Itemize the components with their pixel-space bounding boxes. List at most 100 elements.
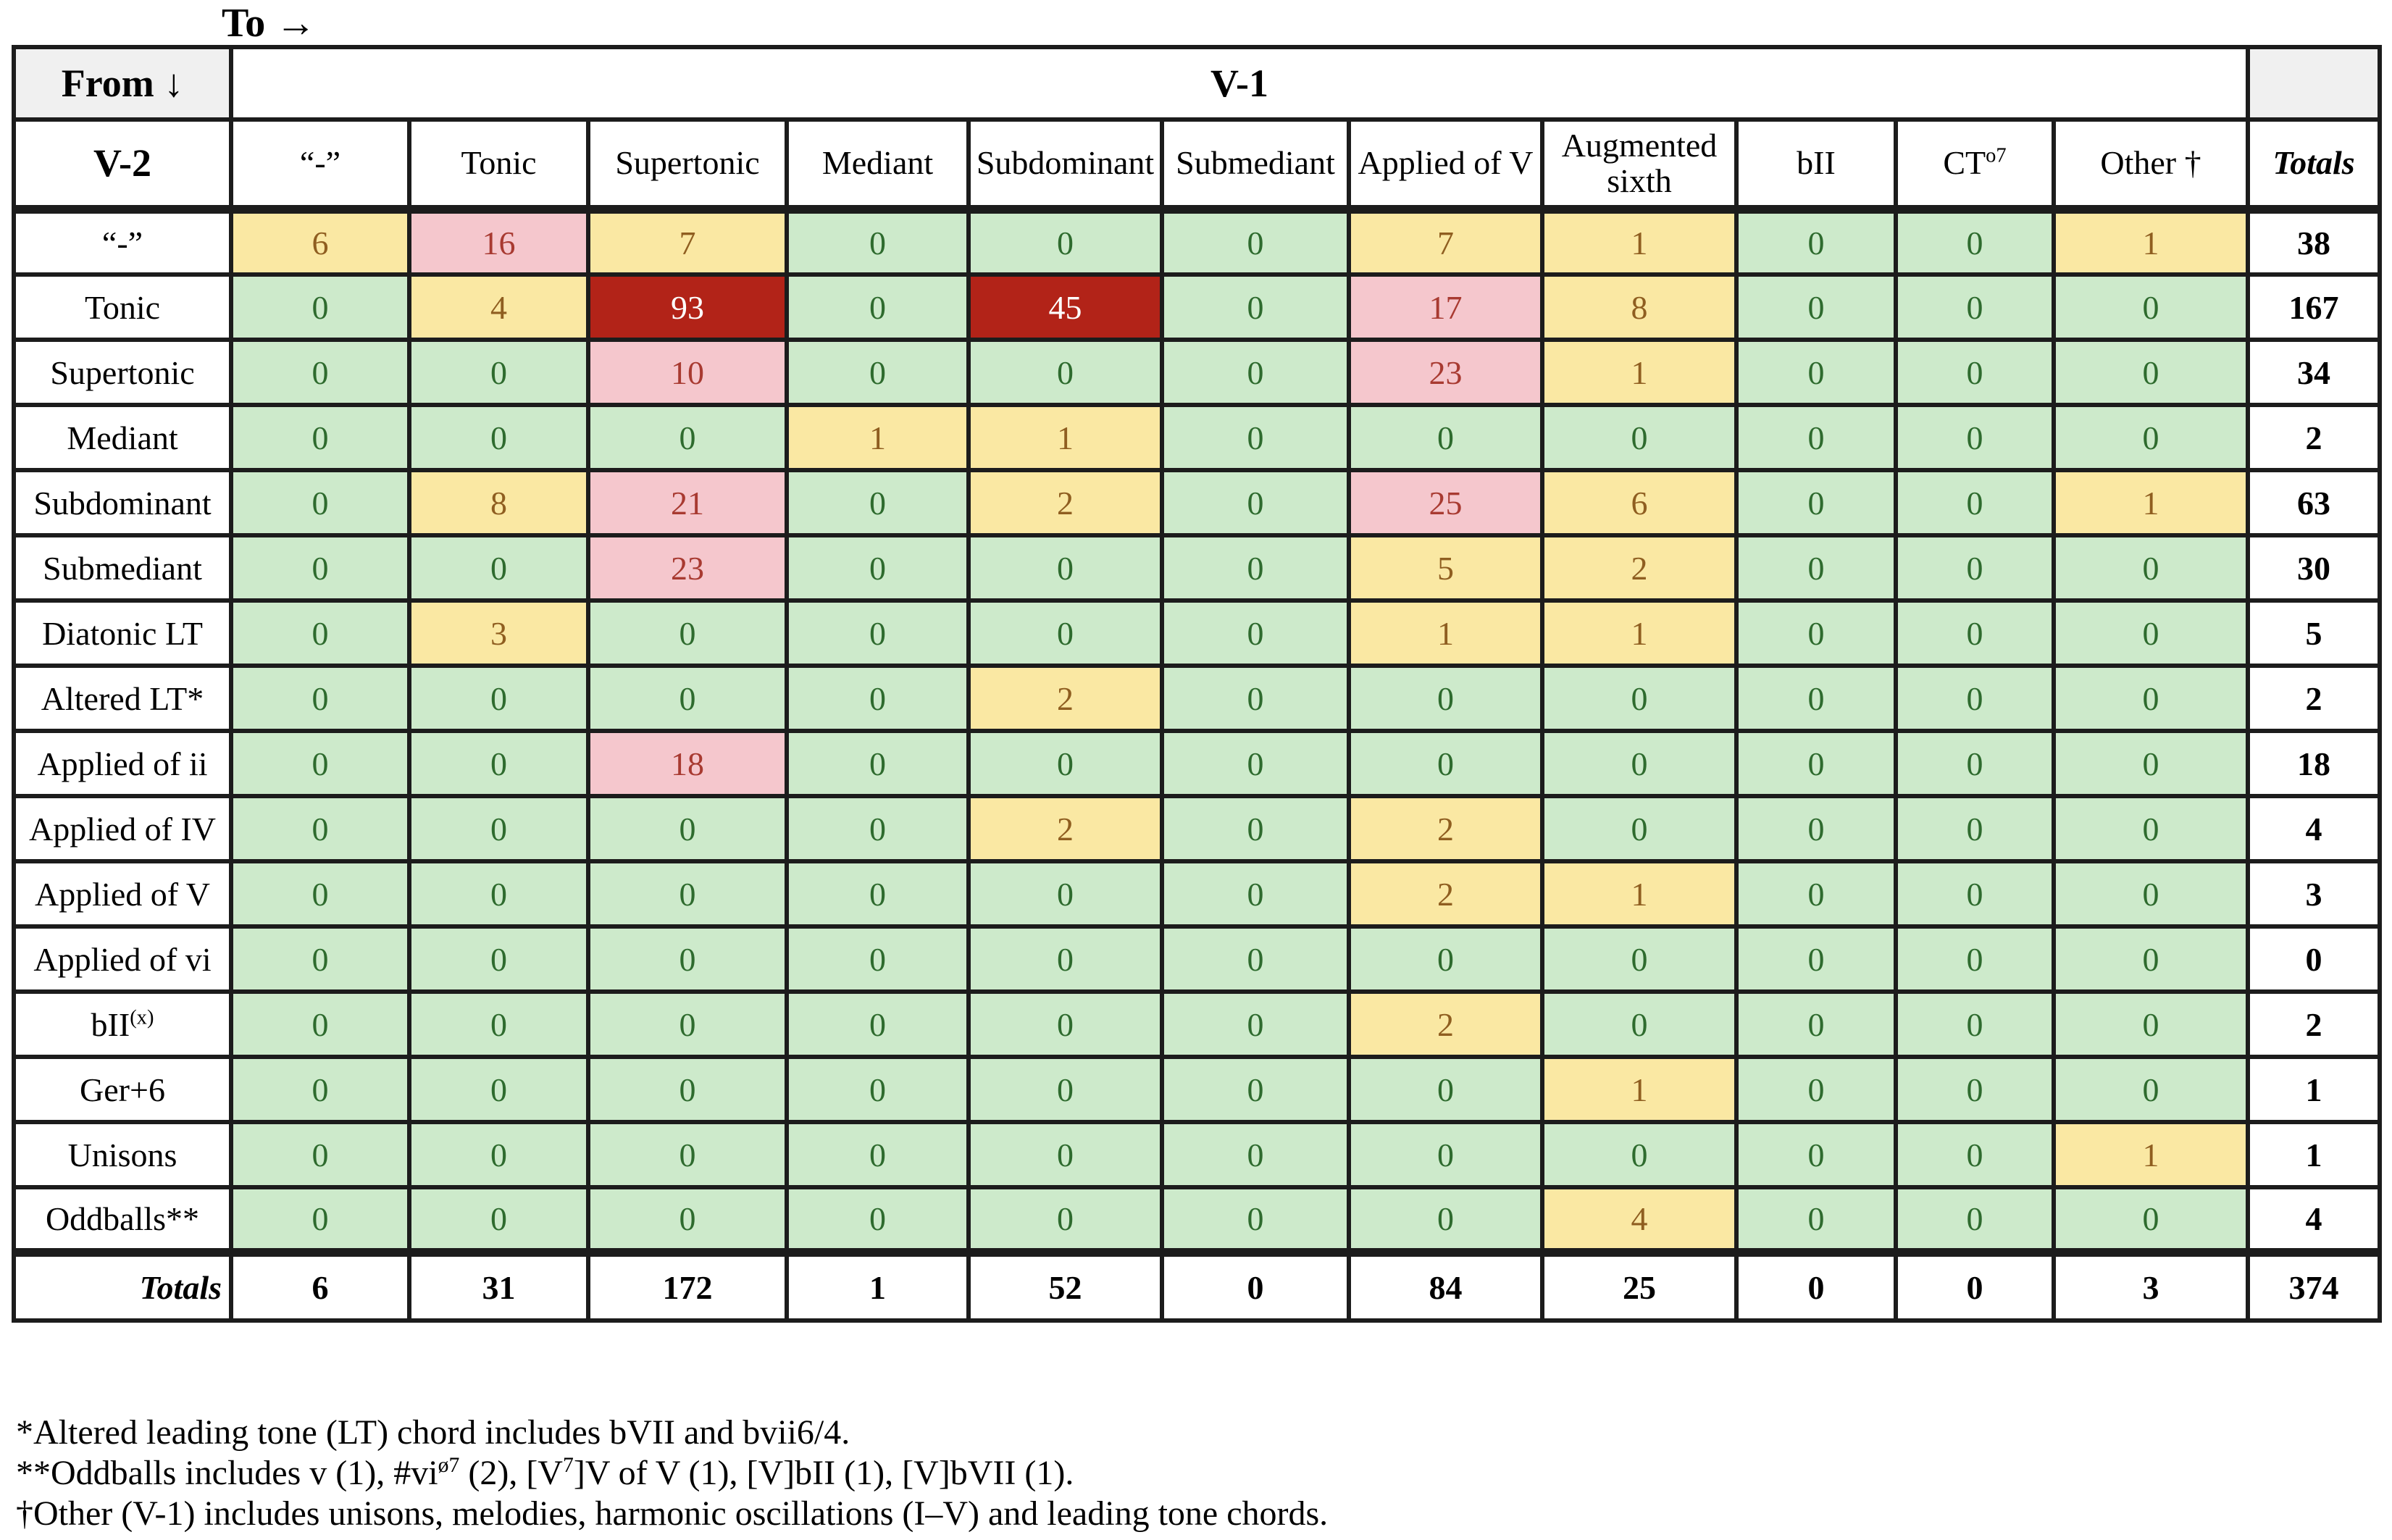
row-total-dash: 38: [2246, 207, 2382, 277]
row-label-applied-of-iv: Applied of IV: [12, 794, 233, 863]
table-row-unisons: Unisons 0 0 0 0 0 0 0 0 0 0 1 1: [12, 1120, 2382, 1189]
matrix-cell-r10-c6: 2: [1347, 859, 1544, 929]
matrix-cell-r3-c5: 0: [1160, 403, 1351, 472]
matrix-cell-r8-c2: 18: [586, 729, 789, 798]
matrix-cell-r15-c4: 0: [966, 1185, 1164, 1255]
matrix-cell-r3-c6: 0: [1347, 403, 1544, 472]
row-label-bii: bII(x): [12, 989, 233, 1059]
matrix-cell-r11-c9: 0: [1894, 924, 2056, 994]
matrix-cell-r6-c0: 0: [229, 598, 411, 668]
column-total-c2: 172: [586, 1248, 789, 1323]
grand-total: 374: [2246, 1248, 2382, 1323]
matrix-cell-r11-c1: 0: [407, 924, 590, 994]
matrix-cell-r8-c10: 0: [2052, 729, 2250, 798]
matrix-cell-r0-c9: 0: [1894, 207, 2056, 277]
matrix-cell-r8-c4: 0: [966, 729, 1164, 798]
matrix-cell-r5-c9: 0: [1894, 533, 2056, 603]
matrix-cell-r15-c3: 0: [785, 1185, 971, 1255]
matrix-cell-r7-c4: 2: [966, 664, 1164, 733]
row-total-bii: 2: [2246, 989, 2382, 1059]
matrix-cell-r7-c10: 0: [2052, 664, 2250, 733]
matrix-cell-r7-c6: 0: [1347, 664, 1544, 733]
table-row-ger-6: Ger+6 0 0 0 0 0 0 0 1 0 0 0 1: [12, 1055, 2382, 1124]
matrix-cell-r1-c4: 45: [966, 272, 1164, 342]
column-header-submediant: Submediant: [1160, 117, 1351, 214]
matrix-cell-r15-c0: 0: [229, 1185, 411, 1255]
matrix-cell-r15-c2: 0: [586, 1185, 789, 1255]
matrix-cell-r11-c5: 0: [1160, 924, 1351, 994]
matrix-cell-r2-c8: 0: [1734, 338, 1898, 407]
table-row-mediant: Mediant 0 0 0 1 1 0 0 0 0 0 0 2: [12, 403, 2382, 472]
row-label-subdominant: Subdominant: [12, 468, 233, 537]
column-total-c6: 84: [1347, 1248, 1544, 1323]
matrix-cell-r7-c7: 0: [1540, 664, 1739, 733]
matrix-cell-r15-c8: 0: [1734, 1185, 1898, 1255]
matrix-cell-r13-c5: 0: [1160, 1055, 1351, 1124]
matrix-cell-r14-c5: 0: [1160, 1120, 1351, 1189]
matrix-cell-r2-c10: 0: [2052, 338, 2250, 407]
column-header-augmented-sixth: Augmented sixth: [1540, 117, 1739, 214]
row-total-supertonic: 34: [2246, 338, 2382, 407]
row-label-mediant: Mediant: [12, 403, 233, 472]
matrix-cell-r0-c8: 0: [1734, 207, 1898, 277]
matrix-cell-r2-c1: 0: [407, 338, 590, 407]
matrix-cell-r6-c9: 0: [1894, 598, 2056, 668]
matrix-cell-r12-c7: 0: [1540, 989, 1739, 1059]
matrix-cell-r14-c7: 0: [1540, 1120, 1739, 1189]
table-row-submediant: Submediant 0 0 23 0 0 0 5 2 0 0 0 30: [12, 533, 2382, 603]
matrix-cell-r5-c10: 0: [2052, 533, 2250, 603]
row-label-dash: “-”: [12, 207, 233, 277]
matrix-cell-r2-c6: 23: [1347, 338, 1544, 407]
matrix-cell-r0-c4: 0: [966, 207, 1164, 277]
matrix-cell-r3-c2: 0: [586, 403, 789, 472]
matrix-cell-r8-c5: 0: [1160, 729, 1351, 798]
matrix-cell-r13-c8: 0: [1734, 1055, 1898, 1124]
column-total-c9: 0: [1894, 1248, 2056, 1323]
matrix-cell-r1-c5: 0: [1160, 272, 1351, 342]
matrix-cell-r12-c5: 0: [1160, 989, 1351, 1059]
table-row-tonic: Tonic 0 4 93 0 45 0 17 8 0 0 0 167: [12, 272, 2382, 342]
matrix-cell-r9-c3: 0: [785, 794, 971, 863]
column-header-other: Other †: [2052, 117, 2250, 214]
matrix-cell-r6-c3: 0: [785, 598, 971, 668]
table-row-applied-of-ii: Applied of ii 0 0 18 0 0 0 0 0 0 0 0 18: [12, 729, 2382, 798]
footnote-3: †Other (V-1) includes unisons, melodies,…: [16, 1494, 1329, 1533]
matrix-cell-r12-c2: 0: [586, 989, 789, 1059]
matrix-cell-r0-c6: 7: [1347, 207, 1544, 277]
matrix-cell-r14-c9: 0: [1894, 1120, 2056, 1189]
matrix-cell-r7-c5: 0: [1160, 664, 1351, 733]
matrix-cell-r5-c2: 23: [586, 533, 789, 603]
matrix-cell-r3-c10: 0: [2052, 403, 2250, 472]
transition-matrix-table: From ↓ V-1 V-2 “-” Tonic Supertonic Mediant…: [12, 45, 2382, 1323]
row-label-applied-of-v: Applied of V: [12, 859, 233, 929]
row-total-unisons: 1: [2246, 1120, 2382, 1189]
matrix-cell-r7-c2: 0: [586, 664, 789, 733]
row-label-ger-6: Ger+6: [12, 1055, 233, 1124]
table-row-applied-of-iv: Applied of IV 0 0 0 0 2 0 2 0 0 0 0 4: [12, 794, 2382, 863]
table-row-subdominant: Subdominant 0 8 21 0 2 0 25 6 0 0 1 63: [12, 468, 2382, 537]
matrix-cell-r9-c8: 0: [1734, 794, 1898, 863]
matrix-cell-r3-c7: 0: [1540, 403, 1739, 472]
matrix-cell-r14-c3: 0: [785, 1120, 971, 1189]
matrix-cell-r14-c8: 0: [1734, 1120, 1898, 1189]
row-label-tonic: Tonic: [12, 272, 233, 342]
row-total-ger-6: 1: [2246, 1055, 2382, 1124]
matrix-cell-r2-c0: 0: [229, 338, 411, 407]
matrix-cell-r10-c0: 0: [229, 859, 411, 929]
matrix-cell-r1-c6: 17: [1347, 272, 1544, 342]
matrix-cell-r9-c2: 0: [586, 794, 789, 863]
column-total-c4: 52: [966, 1248, 1164, 1323]
matrix-cell-r2-c5: 0: [1160, 338, 1351, 407]
matrix-cell-r5-c1: 0: [407, 533, 590, 603]
matrix-cell-r8-c3: 0: [785, 729, 971, 798]
row-total-tonic: 167: [2246, 272, 2382, 342]
row-label-diatonic-lt: Diatonic LT: [12, 598, 233, 668]
row-label-supertonic: Supertonic: [12, 338, 233, 407]
matrix-cell-r4-c4: 2: [966, 468, 1164, 537]
matrix-cell-r12-c3: 0: [785, 989, 971, 1059]
matrix-cell-r6-c6: 1: [1347, 598, 1544, 668]
matrix-cell-r3-c9: 0: [1894, 403, 2056, 472]
matrix-cell-r9-c4: 2: [966, 794, 1164, 863]
to-direction-label: To →: [222, 1, 317, 46]
matrix-cell-r4-c8: 0: [1734, 468, 1898, 537]
